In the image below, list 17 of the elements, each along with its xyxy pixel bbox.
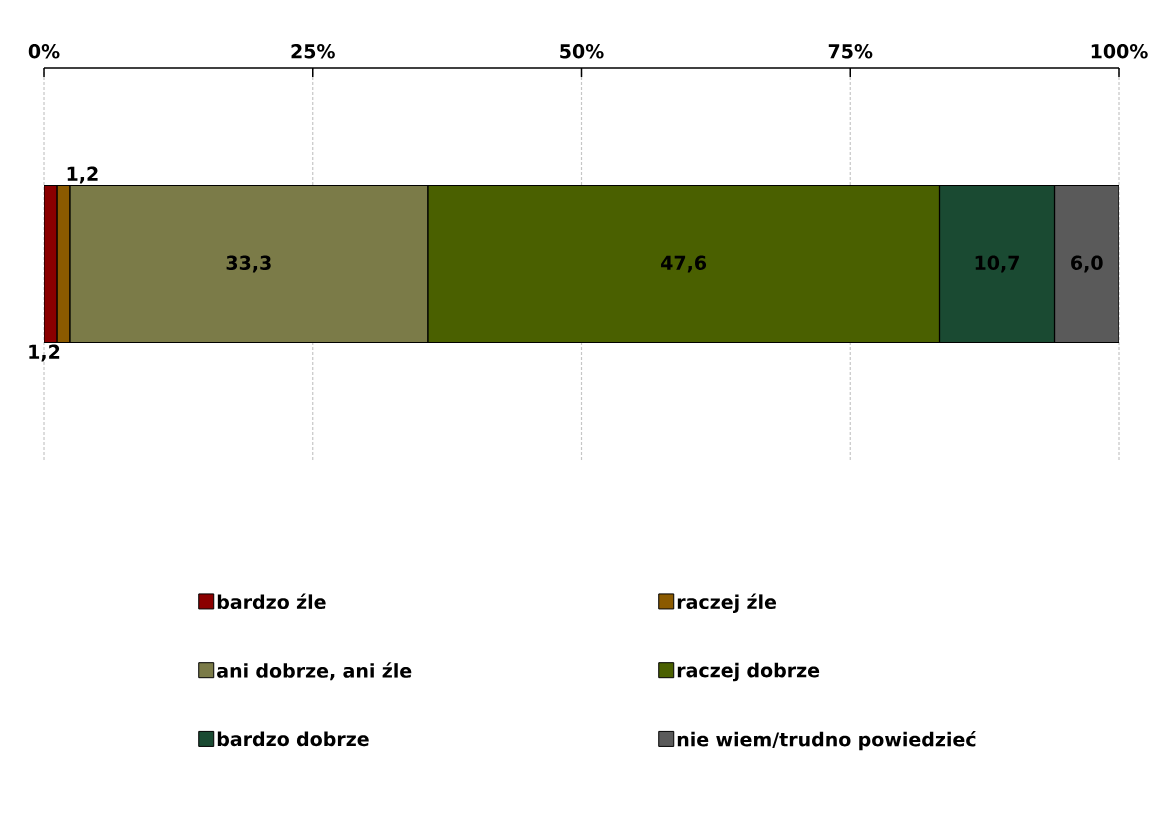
data-label: 1,2 — [29, 344, 60, 362]
data-label: 47,6 — [661, 255, 707, 273]
data-label: 33,3 — [226, 255, 271, 273]
x-tick-label: 50% — [560, 44, 604, 59]
x-tick-label: 25% — [291, 44, 335, 59]
data-label: 6,0 — [1071, 255, 1103, 273]
x-tick-label: 75% — [828, 44, 873, 59]
legend-label: raczej źle — [677, 593, 777, 613]
x-tick-label: 100% — [1091, 44, 1148, 59]
data-label: 1,2 — [67, 166, 98, 184]
data-label: 10,7 — [975, 255, 1019, 273]
legend-label: raczej dobrze — [677, 662, 820, 682]
legend-label: nie wiem/trudno powiedzieć — [677, 731, 976, 751]
legend-label: bardzo dobrze — [217, 731, 369, 747]
x-tick-label: 0% — [28, 44, 60, 59]
legend-label: ani dobrze, ani źle — [217, 662, 412, 681]
legend-label: bardzo źle — [217, 593, 326, 610]
